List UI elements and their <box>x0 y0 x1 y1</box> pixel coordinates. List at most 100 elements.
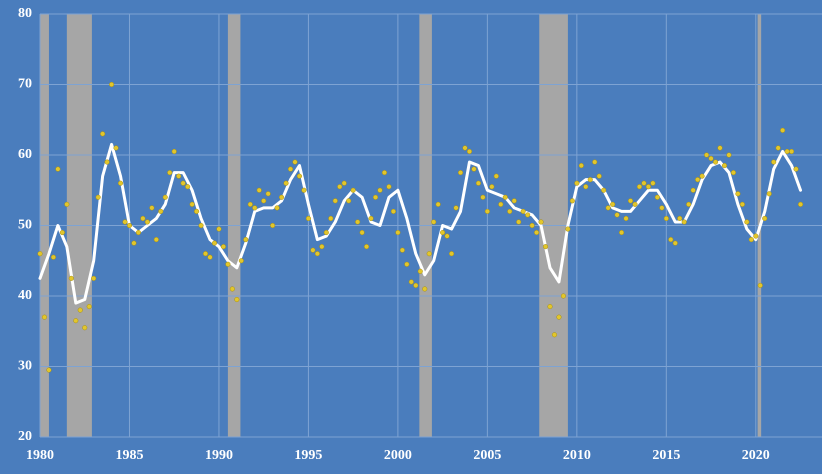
data-point <box>762 215 768 221</box>
data-point <box>712 159 719 165</box>
y-tick-label: 70 <box>18 77 32 92</box>
data-point <box>431 219 437 225</box>
x-tick-label: 2005 <box>473 448 501 463</box>
y-tick-label: 60 <box>18 147 32 162</box>
data-point <box>578 163 584 169</box>
data-point <box>216 226 222 232</box>
data-point <box>189 201 195 207</box>
data-point <box>372 194 379 200</box>
data-point <box>489 184 495 190</box>
data-point <box>270 222 276 229</box>
data-point <box>283 180 289 186</box>
data-point <box>793 166 799 172</box>
data-point <box>744 219 750 225</box>
data-point <box>766 191 772 197</box>
x-tick-label: 2020 <box>742 448 770 463</box>
data-point <box>310 247 316 253</box>
data-point <box>641 180 647 186</box>
data-point <box>346 198 352 204</box>
data-point <box>717 145 723 151</box>
data-point <box>771 159 777 165</box>
data-point <box>126 222 133 229</box>
data-point <box>50 254 56 260</box>
data-point <box>167 170 173 176</box>
data-point <box>632 201 638 207</box>
data-point <box>547 304 553 310</box>
x-tick-label: 2000 <box>384 448 412 463</box>
data-point <box>686 201 692 207</box>
data-point <box>538 219 544 225</box>
data-point <box>435 201 441 207</box>
data-point <box>149 205 155 211</box>
data-point <box>176 173 182 179</box>
x-tick-label: 1995 <box>294 448 322 463</box>
data-point <box>462 145 468 151</box>
data-point <box>140 215 146 221</box>
data-point <box>337 184 343 190</box>
data-point <box>323 230 329 236</box>
data-point <box>46 367 52 373</box>
data-point <box>422 286 428 292</box>
data-point <box>663 215 669 221</box>
data-point <box>399 247 405 253</box>
data-point <box>91 275 97 281</box>
data-point <box>261 198 267 204</box>
data-point <box>117 180 124 186</box>
data-point <box>395 230 401 236</box>
data-point <box>690 187 696 193</box>
data-point <box>301 187 307 193</box>
data-point <box>721 163 728 169</box>
data-point <box>493 173 499 179</box>
x-tick-label: 2010 <box>563 448 591 463</box>
data-point <box>654 194 660 200</box>
data-point <box>413 282 419 288</box>
data-point <box>735 191 741 197</box>
data-point <box>194 208 200 214</box>
data-point <box>37 251 43 257</box>
data-point <box>68 275 74 281</box>
data-point <box>605 205 611 211</box>
data-point <box>328 215 334 221</box>
y-tick-label: 30 <box>18 359 32 374</box>
data-point <box>466 148 473 155</box>
data-point <box>185 184 191 190</box>
data-point <box>153 237 159 243</box>
data-point <box>730 170 736 176</box>
data-point <box>565 226 571 232</box>
data-point <box>162 194 168 200</box>
data-point <box>341 180 347 186</box>
data-point <box>198 222 204 229</box>
data-point <box>386 184 392 190</box>
data-point <box>780 127 786 133</box>
data-point <box>64 201 70 207</box>
data-point <box>234 296 240 303</box>
data-point <box>672 240 678 246</box>
x-tick-label: 2015 <box>652 448 680 463</box>
data-point <box>453 205 459 211</box>
data-point <box>726 152 732 158</box>
y-tick-label: 50 <box>18 218 32 233</box>
data-point <box>122 219 128 225</box>
data-point <box>113 145 119 151</box>
data-point <box>449 251 455 257</box>
y-tick-label: 80 <box>18 6 32 21</box>
data-point <box>305 215 311 221</box>
data-point <box>332 198 338 204</box>
data-point <box>381 170 388 176</box>
data-point <box>364 244 370 250</box>
data-point <box>243 237 249 243</box>
data-point <box>279 194 285 200</box>
data-point <box>551 332 558 338</box>
x-tick-label: 1990 <box>205 448 233 463</box>
data-point <box>645 184 651 190</box>
data-point <box>636 184 643 190</box>
data-point <box>775 145 781 151</box>
data-point <box>699 173 705 179</box>
data-point <box>677 215 683 221</box>
data-point <box>355 219 361 225</box>
data-point <box>592 159 598 165</box>
data-point <box>627 198 634 204</box>
data-point <box>426 251 432 257</box>
data-point <box>623 215 629 221</box>
